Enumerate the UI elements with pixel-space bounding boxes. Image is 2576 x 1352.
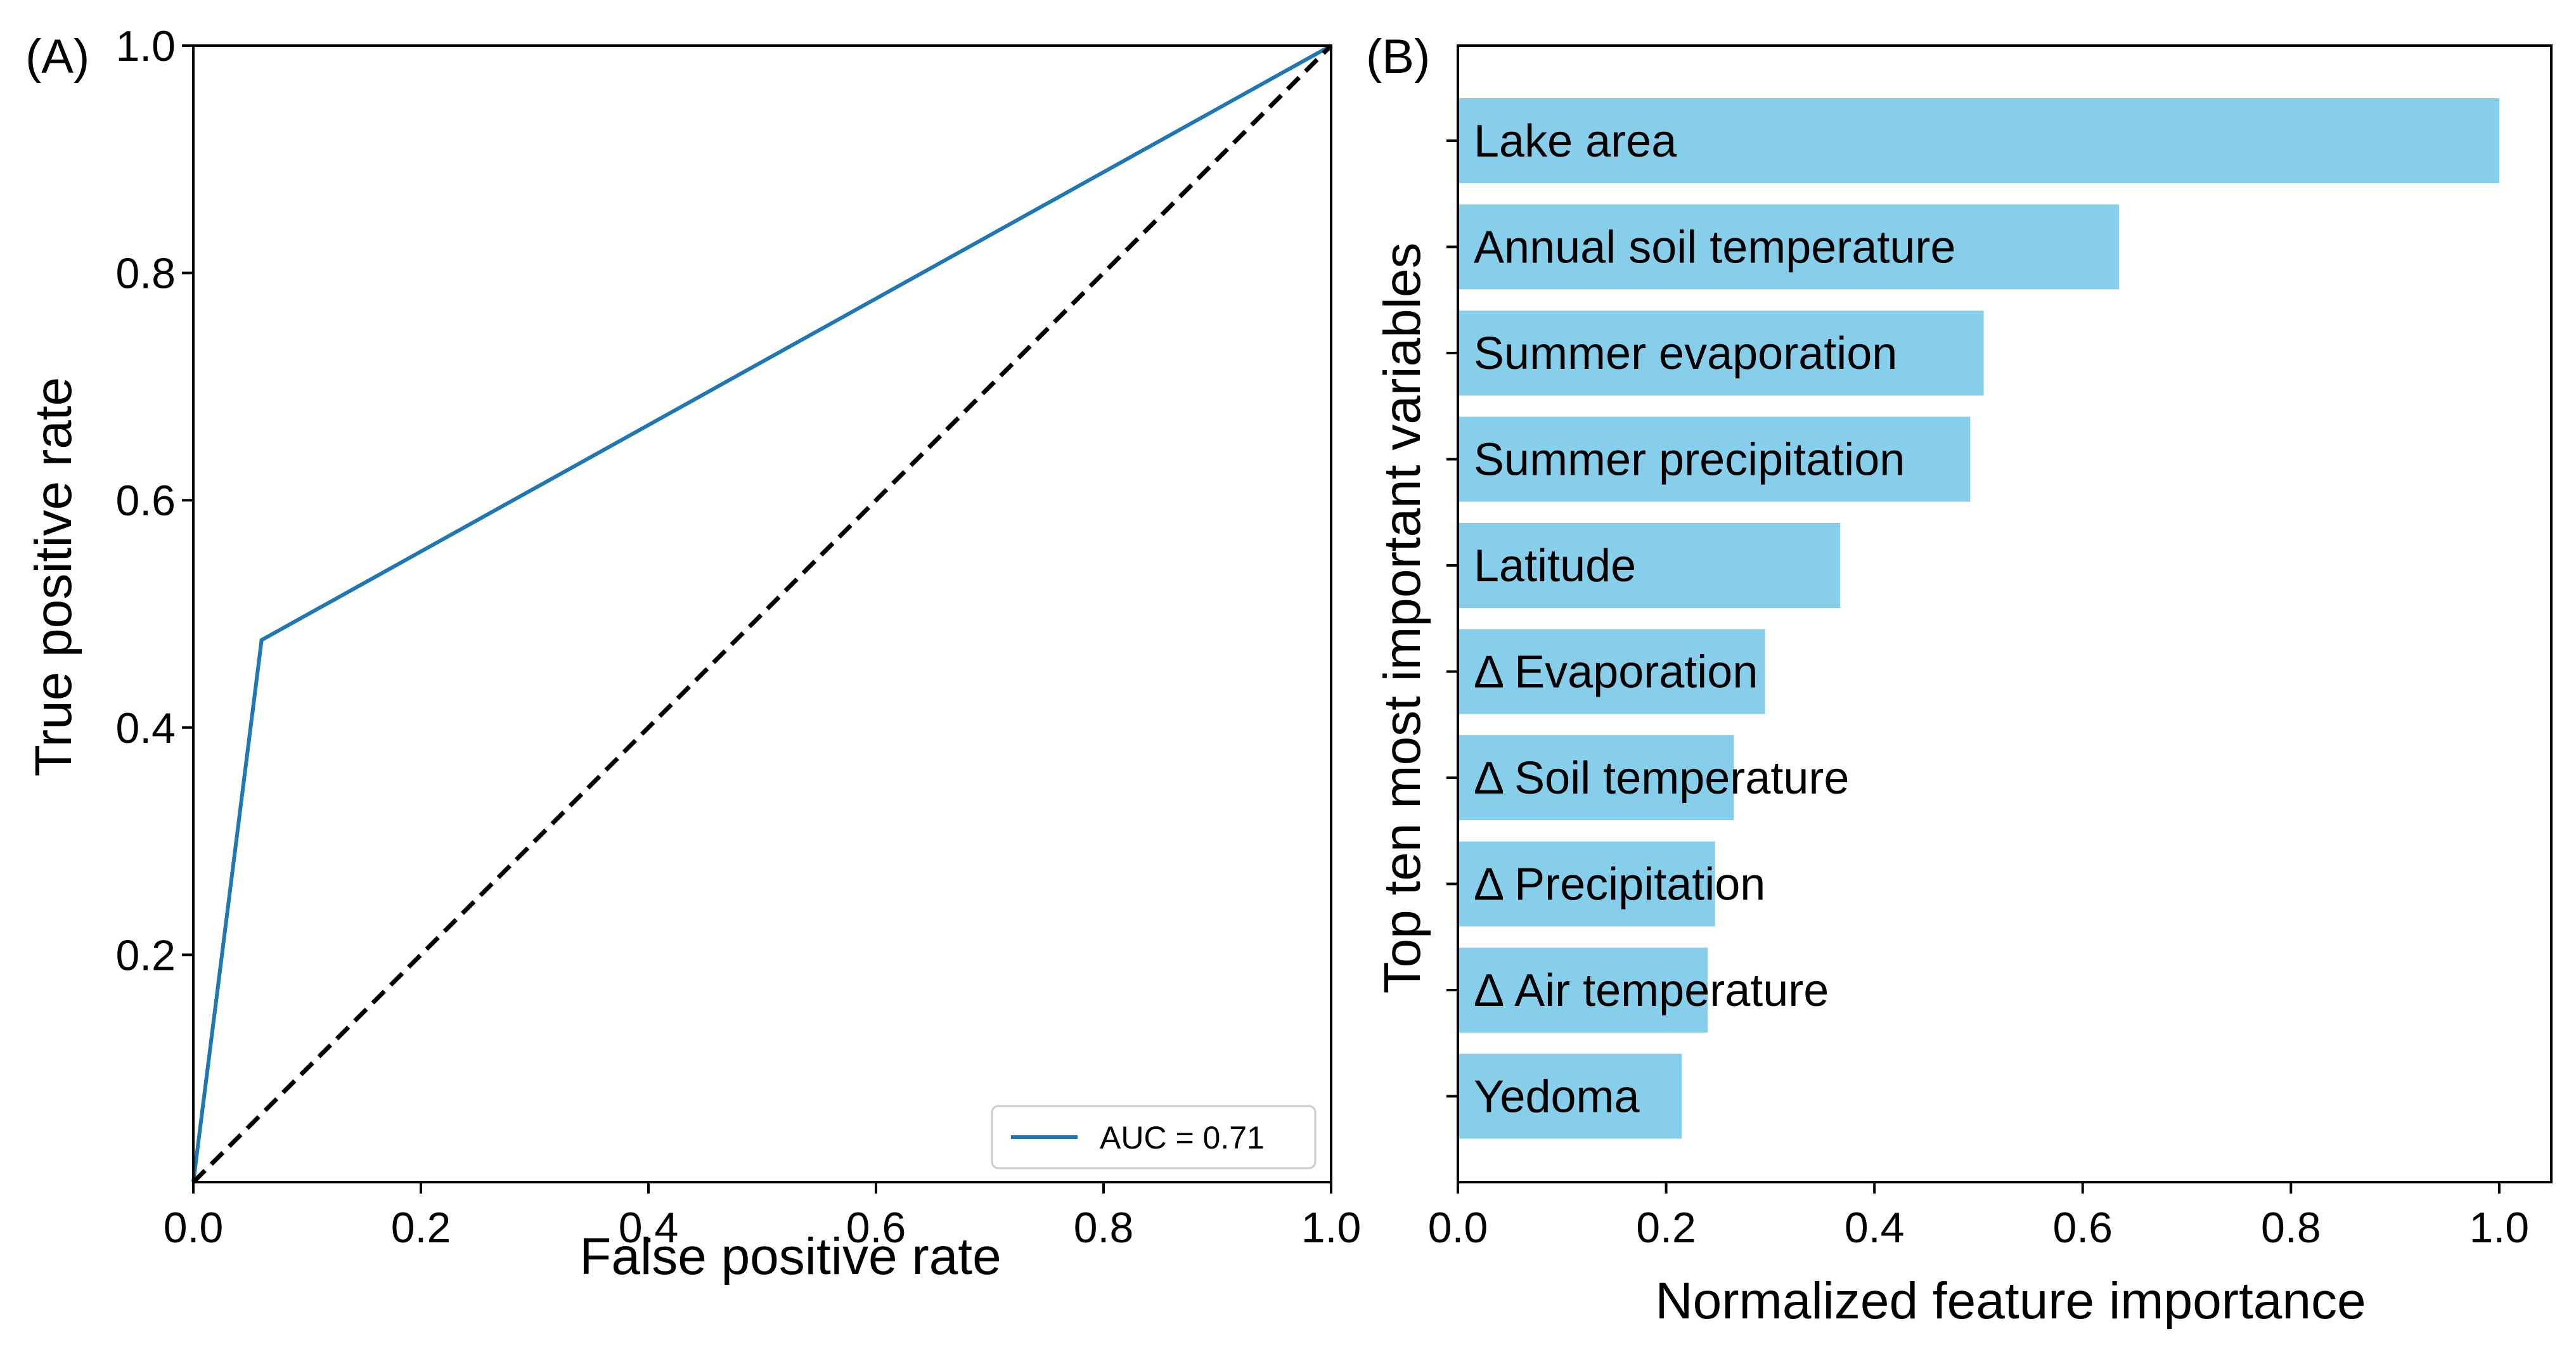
- importance-x-axis-label: Normalized feature importance: [1655, 1272, 2366, 1330]
- bar-category-label: Δ Soil temperature: [1474, 753, 1849, 804]
- bar-category-label: Summer precipitation: [1474, 435, 1905, 486]
- x-tick-label: 0.2: [391, 1204, 451, 1252]
- x-tick-label: 0.0: [1428, 1204, 1488, 1252]
- importance-plot-frame: [1457, 44, 2553, 1183]
- bar-category-label: Δ Air temperature: [1474, 965, 1829, 1016]
- importance-bar: [1458, 948, 1708, 1033]
- bar-category-label: Lake area: [1474, 116, 1677, 167]
- x-tick-label: 0.6: [846, 1204, 906, 1252]
- bar-category-label: Yedoma: [1474, 1072, 1640, 1123]
- x-tick-label: 0.2: [1636, 1204, 1696, 1252]
- importance-x-ticks: 0.0 0.2 0.4 0.6 0.8 1.0: [1428, 1182, 2529, 1252]
- y-tick-label: 0.6: [115, 477, 176, 525]
- importance-y-axis-label: Top ten most important variables: [1374, 243, 1431, 994]
- roc-x-ticks: 0.0 0.2 0.4 0.6 0.8 1.0: [164, 1182, 1362, 1252]
- importance-bar: [1458, 416, 1971, 502]
- y-tick-label: 0.2: [115, 931, 176, 979]
- importance-bar: [1458, 98, 2499, 183]
- bar-category-label: Latitude: [1474, 541, 1636, 591]
- bar-category-label: Annual soil temperature: [1474, 222, 1955, 273]
- importance-bar: [1458, 311, 1984, 396]
- roc-curve-line: [191, 44, 1332, 1183]
- roc-x-axis-label: False positive rate: [579, 1228, 1001, 1285]
- roc-curves: [191, 44, 1333, 1184]
- bar-category-label: Summer evaporation: [1474, 328, 1897, 379]
- roc-panel: (A) 0.0 0.2 0.4 0.6 0.8 1.0 0.2 0.4 0.6 0.8 1.0 F…: [25, 22, 1361, 1285]
- y-tick-label: 0.4: [115, 704, 176, 752]
- importance-bar: [1458, 523, 1840, 608]
- x-tick-label: 0.0: [164, 1204, 224, 1252]
- bar-category-label: Δ Precipitation: [1474, 859, 1765, 910]
- legend-box: [991, 1105, 1317, 1169]
- importance-bars: Lake area Annual soil temperature Summer e…: [1458, 98, 2499, 1139]
- panel-a-label: (A): [25, 30, 89, 84]
- bar-category-label: Δ Evaporation: [1474, 647, 1758, 698]
- roc-y-axis-label: True positive rate: [25, 377, 82, 776]
- importance-bar: [1458, 204, 2120, 290]
- x-tick-label: 0.4: [619, 1204, 679, 1252]
- chance-diagonal-line: [191, 44, 1333, 1184]
- x-tick-label: 0.8: [1074, 1204, 1134, 1252]
- roc-y-ticks: 0.2 0.4 0.6 0.8 1.0: [115, 22, 193, 979]
- roc-plot-frame: [192, 44, 1332, 1183]
- x-tick-label: 0.8: [2261, 1204, 2321, 1252]
- legend-entry: AUC = 0.71: [1100, 1120, 1265, 1156]
- x-tick-label: 0.6: [2052, 1204, 2113, 1252]
- importance-y-ticks: [1446, 139, 1458, 1098]
- y-tick-label: 0.8: [115, 250, 176, 298]
- importance-panel: (B) Lake area Annual soil temperature Summ…: [1366, 30, 2553, 1330]
- x-tick-label: 0.4: [1845, 1204, 1905, 1252]
- panel-b-label: (B): [1366, 30, 1430, 84]
- importance-bar: [1458, 735, 1734, 820]
- x-tick-label: 1.0: [1301, 1204, 1362, 1252]
- x-tick-label: 1.0: [2470, 1204, 2530, 1252]
- importance-bar: [1458, 629, 1765, 714]
- importance-bar: [1458, 841, 1715, 927]
- y-tick-label: 1.0: [115, 22, 176, 70]
- importance-bar: [1458, 1053, 1682, 1139]
- roc-legend: AUC = 0.71: [991, 1105, 1317, 1169]
